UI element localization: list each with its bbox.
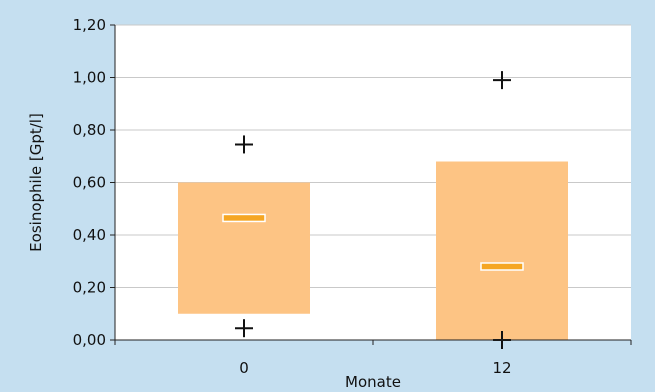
axes [110,24,632,345]
box-12 [436,71,568,349]
box-series [178,71,568,349]
y-tick-label: 0,80 [73,121,106,139]
max-marker-12 [493,71,511,90]
x-axis-title: Monate [345,373,401,391]
y-tick-label: 0,00 [73,331,106,349]
box-body-0 [178,182,310,314]
y-tick-label: 1,20 [73,16,106,34]
min-marker-0 [235,319,253,338]
y-tick-label: 0,60 [73,174,106,192]
median-marker-0 [222,213,266,223]
box-0 [178,135,310,338]
y-tick-labels: 0,00 0,20 0,40 0,60 0,80 1,00 1,20 [73,16,106,349]
y-tick-label: 1,00 [73,69,106,87]
x-tick-label: 12 [492,359,511,377]
x-tick-label: 0 [239,359,249,377]
box-body-12 [436,161,568,340]
max-marker-0 [235,135,253,154]
median-marker-12 [480,262,524,271]
x-tick-labels: 0 12 [239,359,511,377]
y-axis-title: Eosinophile [Gpt/l] [27,113,45,252]
y-tick-label: 0,20 [73,279,106,297]
y-tick-label: 0,40 [73,226,106,244]
